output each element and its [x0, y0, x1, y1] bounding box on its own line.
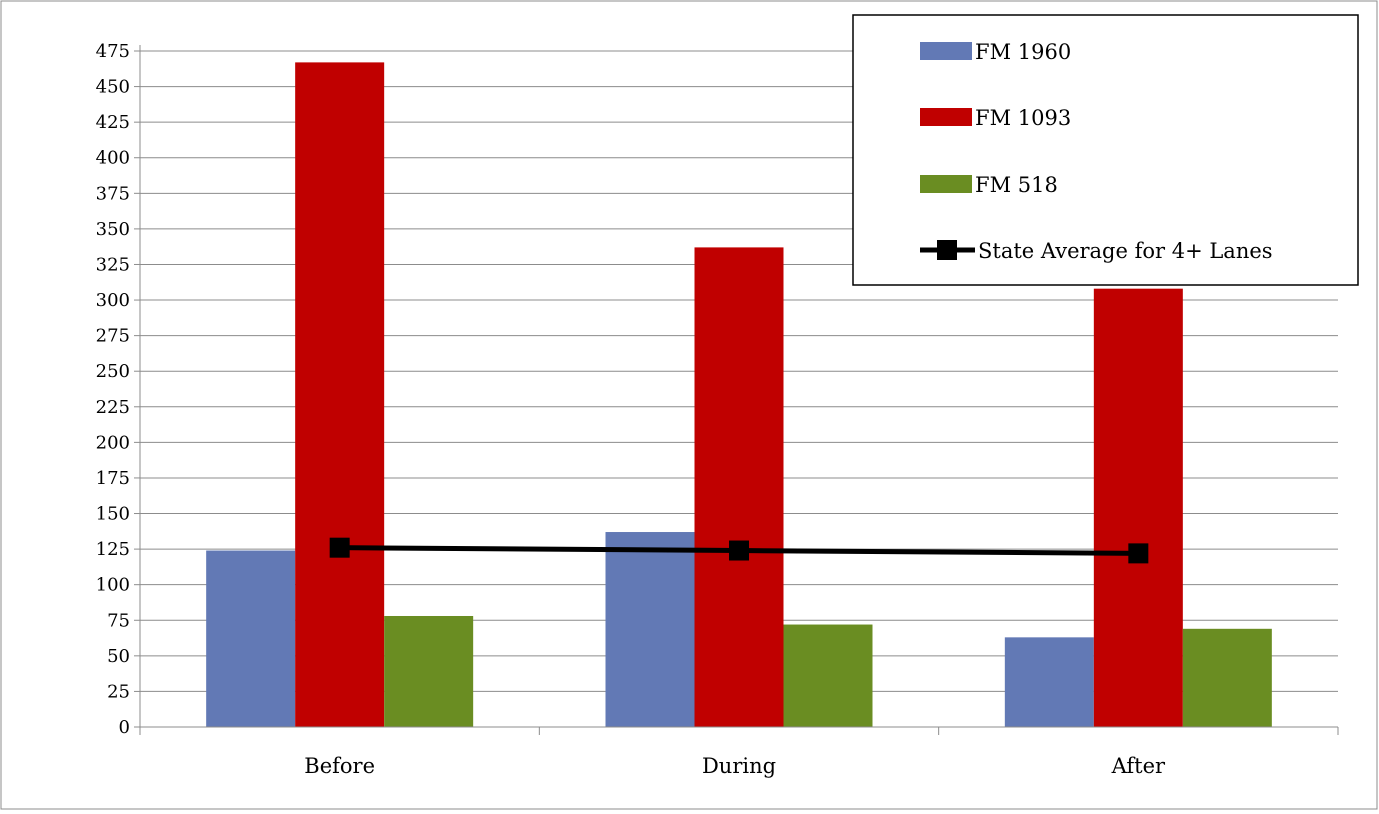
y-tick-label: 300 [96, 290, 130, 311]
y-tick-label: 400 [96, 148, 130, 169]
bars [206, 62, 1272, 728]
legend-label: FM 1093 [975, 106, 1071, 130]
y-tick-label: 475 [96, 41, 130, 62]
bar-fm-1960-during [605, 532, 695, 727]
bar-fm-1960-before [206, 550, 296, 727]
y-tick-label: 275 [96, 326, 130, 347]
x-tick-label: After [1111, 754, 1166, 778]
y-tick-label: 175 [96, 468, 130, 489]
legend-swatch [920, 175, 972, 193]
bar-fm-518-after [1182, 628, 1272, 727]
state-average-marker-before [329, 537, 350, 558]
axes: 0 25 50 75 100 125 150 175 200 225 250 275 300 325 350… [96, 41, 1339, 778]
x-tick-label: During [702, 754, 776, 778]
bar-fm-1093-after [1093, 288, 1183, 727]
y-tick-label: 100 [96, 575, 130, 596]
legend-label: FM 518 [975, 173, 1058, 197]
y-tick-label: 425 [96, 112, 130, 133]
bar-fm-518-before [384, 615, 474, 727]
y-tick-label: 25 [107, 681, 130, 702]
y-tick-label: 75 [107, 610, 130, 631]
legend-label: State Average for 4+ Lanes [978, 239, 1273, 263]
y-tick-label: 450 [96, 77, 130, 98]
y-tick-label: 225 [96, 397, 130, 418]
bar-fm-518-during [783, 624, 873, 727]
y-tick-label: 150 [96, 504, 130, 525]
x-tick-label: Before [304, 754, 375, 778]
legend-line-marker [937, 240, 957, 260]
y-tick-label: 200 [96, 432, 130, 453]
state-average-line [329, 537, 1149, 564]
legend-swatch [920, 42, 972, 60]
bar-fm-1960-after [1004, 637, 1094, 727]
y-tick-label: 50 [107, 646, 130, 667]
y-tick-label: 125 [96, 539, 130, 560]
legend-swatch [920, 108, 972, 126]
legend: FM 1960 FM 1093 FM 518 State Average for 4+… [852, 14, 1359, 286]
bar-fm-1093-during [694, 247, 784, 727]
y-tick-label: 0 [119, 717, 130, 738]
y-tick-label: 325 [96, 254, 130, 275]
y-tick-label: 350 [96, 219, 130, 240]
bar-fm-1093-before [295, 62, 385, 728]
legend-label: FM 1960 [975, 40, 1071, 64]
y-tick-label: 250 [96, 361, 130, 382]
state-average-marker-during [729, 540, 749, 561]
y-tick-label: 375 [96, 183, 130, 204]
state-average-marker-after [1128, 543, 1149, 564]
